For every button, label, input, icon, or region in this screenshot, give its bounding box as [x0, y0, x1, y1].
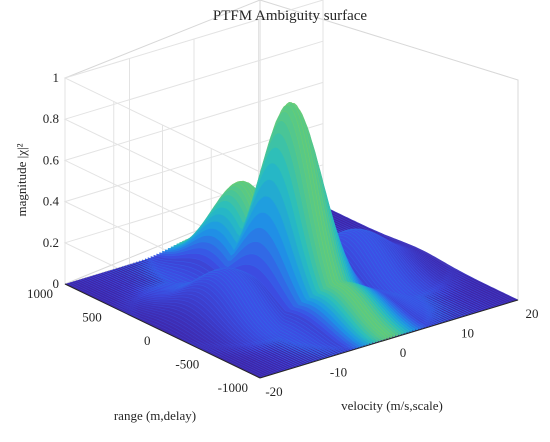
z-axis-label: magnitude |χ|² [14, 143, 29, 216]
surface-ridge [90, 275, 286, 371]
y-tick-label: 500 [82, 310, 102, 325]
y-tick-label: 0 [144, 333, 151, 348]
x-axis-label: velocity (m/s,scale) [341, 398, 443, 413]
z-tick-label: 0.8 [43, 111, 59, 126]
x-tick-label: 20 [526, 306, 539, 321]
z-tick-label: 0.2 [43, 235, 59, 250]
x-tick-label: 10 [461, 326, 474, 341]
front-axes [64, 283, 519, 379]
z-tick-label: 0.6 [43, 152, 60, 167]
y-tick-label: 1000 [27, 286, 53, 301]
surface-ridge [79, 279, 275, 374]
surface-ridges [64, 101, 519, 379]
x-tick-label: -20 [265, 384, 282, 399]
x-tick-label: -10 [330, 365, 347, 380]
z-tick-label: 0 [53, 276, 60, 291]
y-tick-label: -500 [175, 357, 199, 372]
chart-title: PTFM Ambiguity surface [213, 8, 368, 24]
surface-ridge [319, 206, 516, 302]
x-tick-label: 0 [400, 345, 407, 360]
velocity-axis-line [259, 299, 519, 379]
range-axis-line [64, 283, 261, 379]
y-axis-label: range (m,delay) [114, 408, 196, 423]
z-tick-label: 1 [53, 70, 60, 85]
tick-labels: 0 0.2 0.4 0.6 0.8 1 -20 -10 0 10 20 -1000 -500 0 500 10… [27, 70, 539, 399]
y-tick-label: -1000 [218, 380, 248, 395]
z-tick-label: 0.4 [43, 194, 60, 209]
